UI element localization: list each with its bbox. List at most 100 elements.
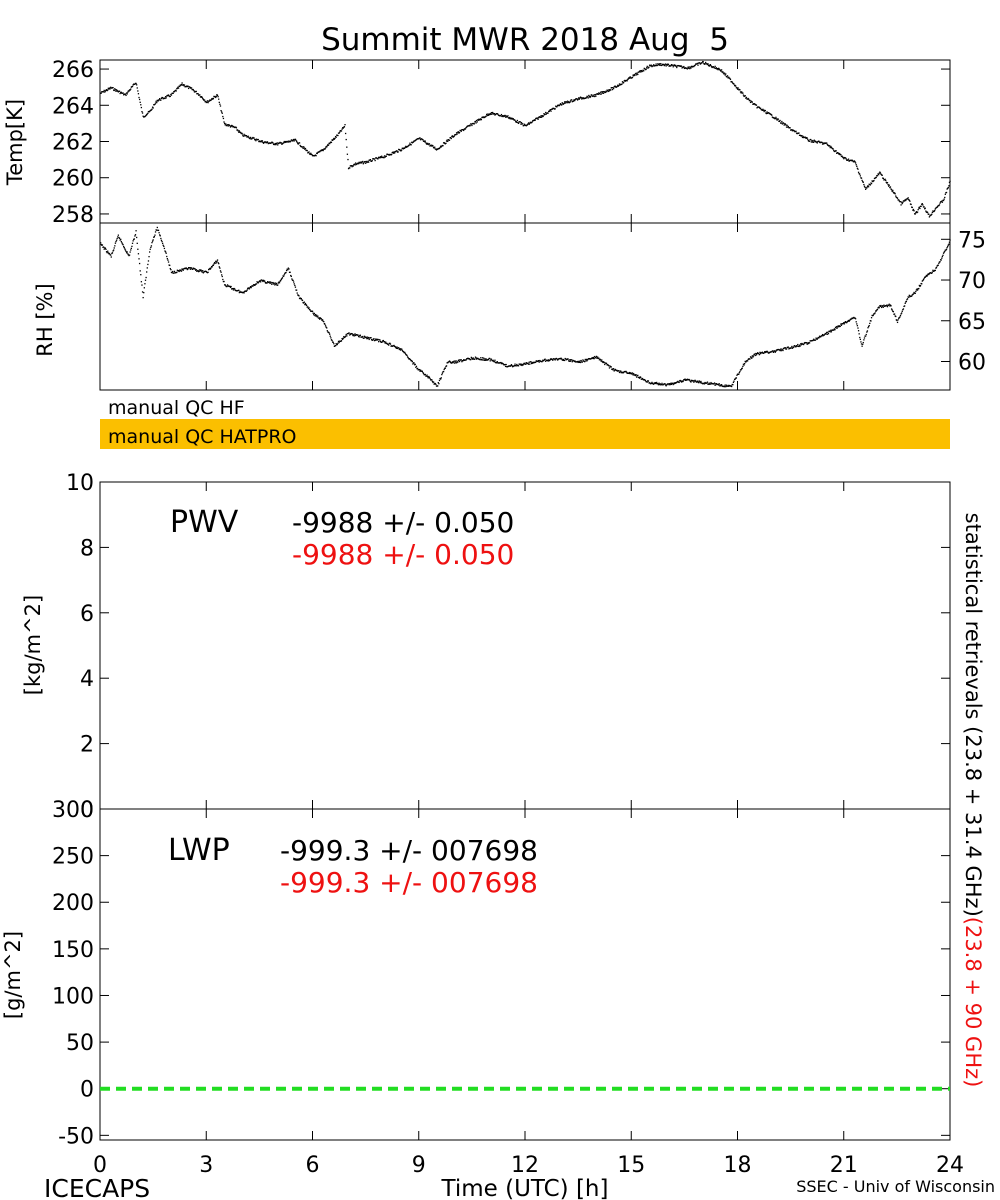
data-point — [621, 81, 624, 83]
data-point — [578, 98, 581, 100]
data-point — [471, 124, 473, 127]
data-point — [352, 334, 354, 336]
data-point — [667, 383, 670, 385]
data-point — [218, 98, 220, 100]
data-point — [595, 355, 598, 358]
data-point — [170, 269, 172, 271]
data-point — [772, 350, 774, 352]
data-point — [288, 140, 290, 142]
data-point — [676, 66, 678, 69]
data-point — [105, 89, 108, 91]
data-point — [330, 141, 333, 144]
data-point — [697, 64, 699, 66]
data-point — [135, 82, 137, 85]
data-point — [474, 120, 477, 123]
data-point — [898, 317, 900, 319]
data-point — [169, 267, 171, 270]
data-point — [217, 261, 219, 264]
data-point — [577, 98, 579, 100]
data-point — [886, 305, 889, 308]
data-point — [292, 279, 294, 282]
data-point — [393, 151, 395, 153]
y-tick-label: 150 — [52, 938, 94, 963]
data-point — [899, 316, 901, 318]
data-point — [941, 201, 944, 203]
data-point — [249, 137, 251, 140]
data-point — [239, 290, 241, 293]
data-point — [163, 247, 166, 250]
data-point — [170, 94, 173, 96]
data-point — [827, 331, 829, 333]
data-point — [795, 346, 797, 348]
data-point — [893, 192, 896, 194]
data-point — [731, 81, 733, 83]
data-point — [351, 166, 353, 168]
data-point — [231, 125, 233, 127]
data-point — [445, 140, 448, 142]
data-point — [220, 110, 222, 112]
data-point — [865, 188, 867, 190]
data-point — [599, 93, 601, 95]
data-point — [342, 337, 344, 339]
data-point — [182, 269, 184, 271]
data-point — [118, 236, 120, 239]
data-point — [607, 90, 609, 93]
data-point — [912, 208, 915, 211]
data-point — [697, 382, 700, 384]
data-point — [149, 248, 151, 250]
data-point — [200, 270, 203, 272]
data-point — [878, 172, 880, 174]
data-point — [938, 204, 940, 207]
data-point — [943, 251, 945, 253]
data-point — [424, 140, 426, 142]
data-point — [107, 89, 109, 91]
data-point — [267, 141, 269, 144]
data-point — [617, 84, 619, 86]
data-point — [600, 93, 602, 95]
data-point — [906, 298, 908, 301]
data-point — [833, 328, 836, 330]
data-point — [639, 70, 641, 72]
data-point — [719, 384, 722, 386]
data-point — [388, 344, 390, 346]
data-point — [595, 95, 597, 97]
data-point — [415, 365, 418, 367]
data-point — [141, 112, 144, 114]
data-point — [324, 325, 327, 327]
data-point — [326, 145, 328, 147]
data-point — [140, 281, 143, 283]
data-point — [117, 234, 120, 236]
data-point — [173, 272, 175, 274]
data-point — [591, 357, 593, 359]
data-point — [693, 65, 695, 68]
data-point — [908, 198, 910, 201]
data-point — [795, 130, 797, 132]
data-point — [238, 130, 241, 132]
data-point — [741, 367, 743, 369]
data-point — [409, 142, 411, 144]
data-point — [658, 64, 660, 66]
data-point — [726, 76, 728, 78]
data-point — [242, 135, 245, 137]
data-point — [321, 149, 324, 151]
data-point — [616, 85, 618, 88]
data-point — [342, 338, 344, 340]
data-point — [511, 365, 513, 367]
data-point — [891, 190, 893, 193]
data-point — [885, 305, 887, 307]
data-point — [315, 315, 317, 317]
data-point — [549, 359, 551, 362]
data-point — [440, 377, 442, 379]
data-point — [743, 364, 745, 366]
y-tick-label: 100 — [52, 984, 94, 1009]
data-point — [454, 362, 456, 364]
data-point — [646, 67, 648, 69]
data-point — [147, 260, 150, 262]
data-point — [949, 180, 951, 183]
data-point — [773, 117, 775, 119]
data-point — [345, 138, 347, 141]
data-point — [865, 333, 867, 336]
data-point — [942, 199, 945, 202]
data-point — [112, 250, 114, 252]
qc-hatpro-bar — [100, 419, 950, 449]
